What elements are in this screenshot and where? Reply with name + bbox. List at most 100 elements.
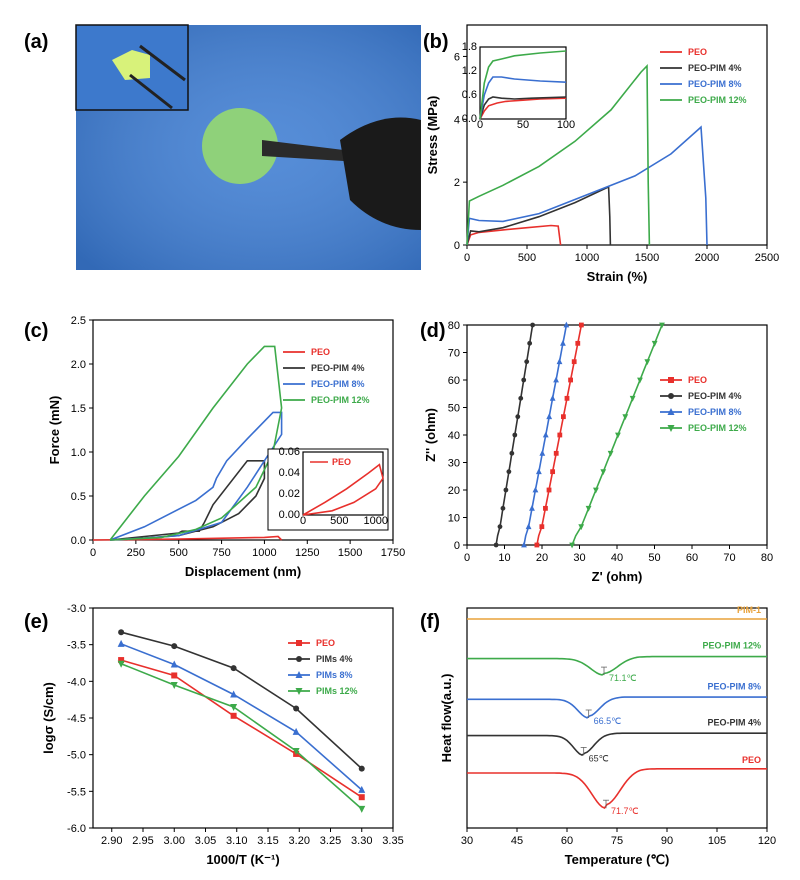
x-tick-label: 10 [498,552,510,564]
x-tick-label: 2000 [695,252,719,264]
marker-circle [296,656,302,662]
y-tick-label: 20 [448,485,460,497]
legend-label: PEO-PIM 12% [311,395,370,405]
inset-x-tick-label: 0 [477,119,483,131]
y-tick-label: 60 [448,375,460,387]
marker-square [578,322,584,328]
series-line [467,655,767,676]
panel-label-c: (c) [24,320,48,342]
x-tick-label: 70 [723,552,735,564]
legend-label: PEO-PIM 8% [688,407,742,417]
x-axis-label: Displacement (nm) [185,564,301,579]
marker-triangle [556,358,563,365]
marker-square [571,359,577,365]
legend-label: PEO-PIM 8% [311,379,365,389]
series-label: PEO-PIM 8% [707,681,761,691]
y-axis-label: Z'' (ohm) [423,408,438,462]
x-tick-label: 50 [648,552,660,564]
inset-y-tick-label: 1.8 [462,41,477,53]
series-label: PEO-PIM 4% [707,718,761,728]
inset-folded-membrane [112,50,150,80]
marker-triangle-down [659,322,665,329]
series-line [467,696,767,719]
plot-frame [92,607,394,829]
x-tick-label: 3.15 [257,835,278,847]
x-tick-label: 30 [461,835,473,847]
inset-y-tick-label: 1.2 [462,65,477,77]
marker-triangle [553,376,559,383]
x-tick-label: 750 [212,547,230,559]
x-tick-label: 3.30 [351,835,372,847]
legend-label: PEO-PIM 12% [688,423,747,433]
marker-triangle [521,541,527,548]
inset-x-tick-label: 0 [300,515,306,527]
y-tick-label: 10 [448,513,460,525]
marker-triangle [117,639,125,647]
marker-triangle [295,671,303,678]
marker-square [118,657,125,664]
x-tick-label: 0 [464,552,470,564]
marker-square [564,395,570,401]
marker-square [550,469,556,475]
y-tick-label: 1.5 [71,403,86,415]
marker-triangle-down [569,542,575,549]
inset-series-line [479,50,567,120]
inset-series-line [479,76,567,120]
x-tick-label: 90 [661,835,673,847]
inset-y-tick-label: 0.6 [462,89,477,101]
x-tick-label: 30 [573,552,585,564]
series-line [466,63,651,246]
y-tick-label: -4.0 [67,676,86,688]
marker-triangle [170,660,178,668]
chart-f: 30 45 60 75 90 105 120 Temperature (℃) Heat flow… [439,605,776,867]
y-tick-label: 2.0 [71,359,86,371]
series-line [120,643,363,791]
marker-triangle-down [170,682,178,689]
marker-square [553,450,559,456]
marker-circle [518,395,524,401]
inset-tweezer-1 [129,73,173,110]
y-tick-label: 30 [448,458,460,470]
inset-x-tick-label: 500 [330,515,348,527]
membrane-disk [202,108,278,184]
marker-triangle-down [292,748,300,755]
x-tick-label: 3.20 [289,835,310,847]
y-tick-label: 0 [454,240,460,252]
marker-square [575,340,581,346]
chart-d: 0 10 20 30 40 50 60 70 80 0 10 20 30 40 50 60 70 80 Z' (oh… [423,320,773,584]
series-line [466,185,612,246]
legend-label: PEO-PIM 4% [688,391,742,401]
marker-circle [500,505,506,511]
marker-square [568,377,573,383]
y-tick-label: 4 [454,114,460,126]
legend-label: PEO [311,347,330,357]
series-line [467,767,767,810]
y-axis-label: Stress (MPa) [425,96,440,175]
marker-circle [503,487,509,493]
marker-triangle-down [644,359,651,366]
y-tick-label: -6.0 [67,823,86,835]
panel-a: (a) [24,24,421,270]
marker-triangle [539,449,546,456]
series-line [466,224,562,246]
y-tick-label: 2.5 [71,315,86,327]
inset-series-line [302,463,384,516]
marker-circle [497,524,503,530]
inset-series-line [479,97,567,120]
marker-square [561,414,566,420]
marker-square [171,672,178,679]
x-tick-label: 0 [464,252,470,264]
marker-triangle-down [622,414,629,421]
marker-triangle [563,321,570,328]
inset-b: 0 50 100 0.0 0.6 1.2 1.8 [462,41,575,131]
x-tick-label: 80 [761,552,773,564]
peak-label: 71.1℃ [609,673,637,683]
marker-circle [509,450,515,456]
x-tick-label: 500 [518,252,536,264]
marker-circle [293,705,300,712]
legend-label: PEO [688,47,707,57]
gloved-hand [340,117,421,230]
y-tick-label: 2 [454,177,460,189]
y-tick-label: -4.5 [67,713,86,725]
